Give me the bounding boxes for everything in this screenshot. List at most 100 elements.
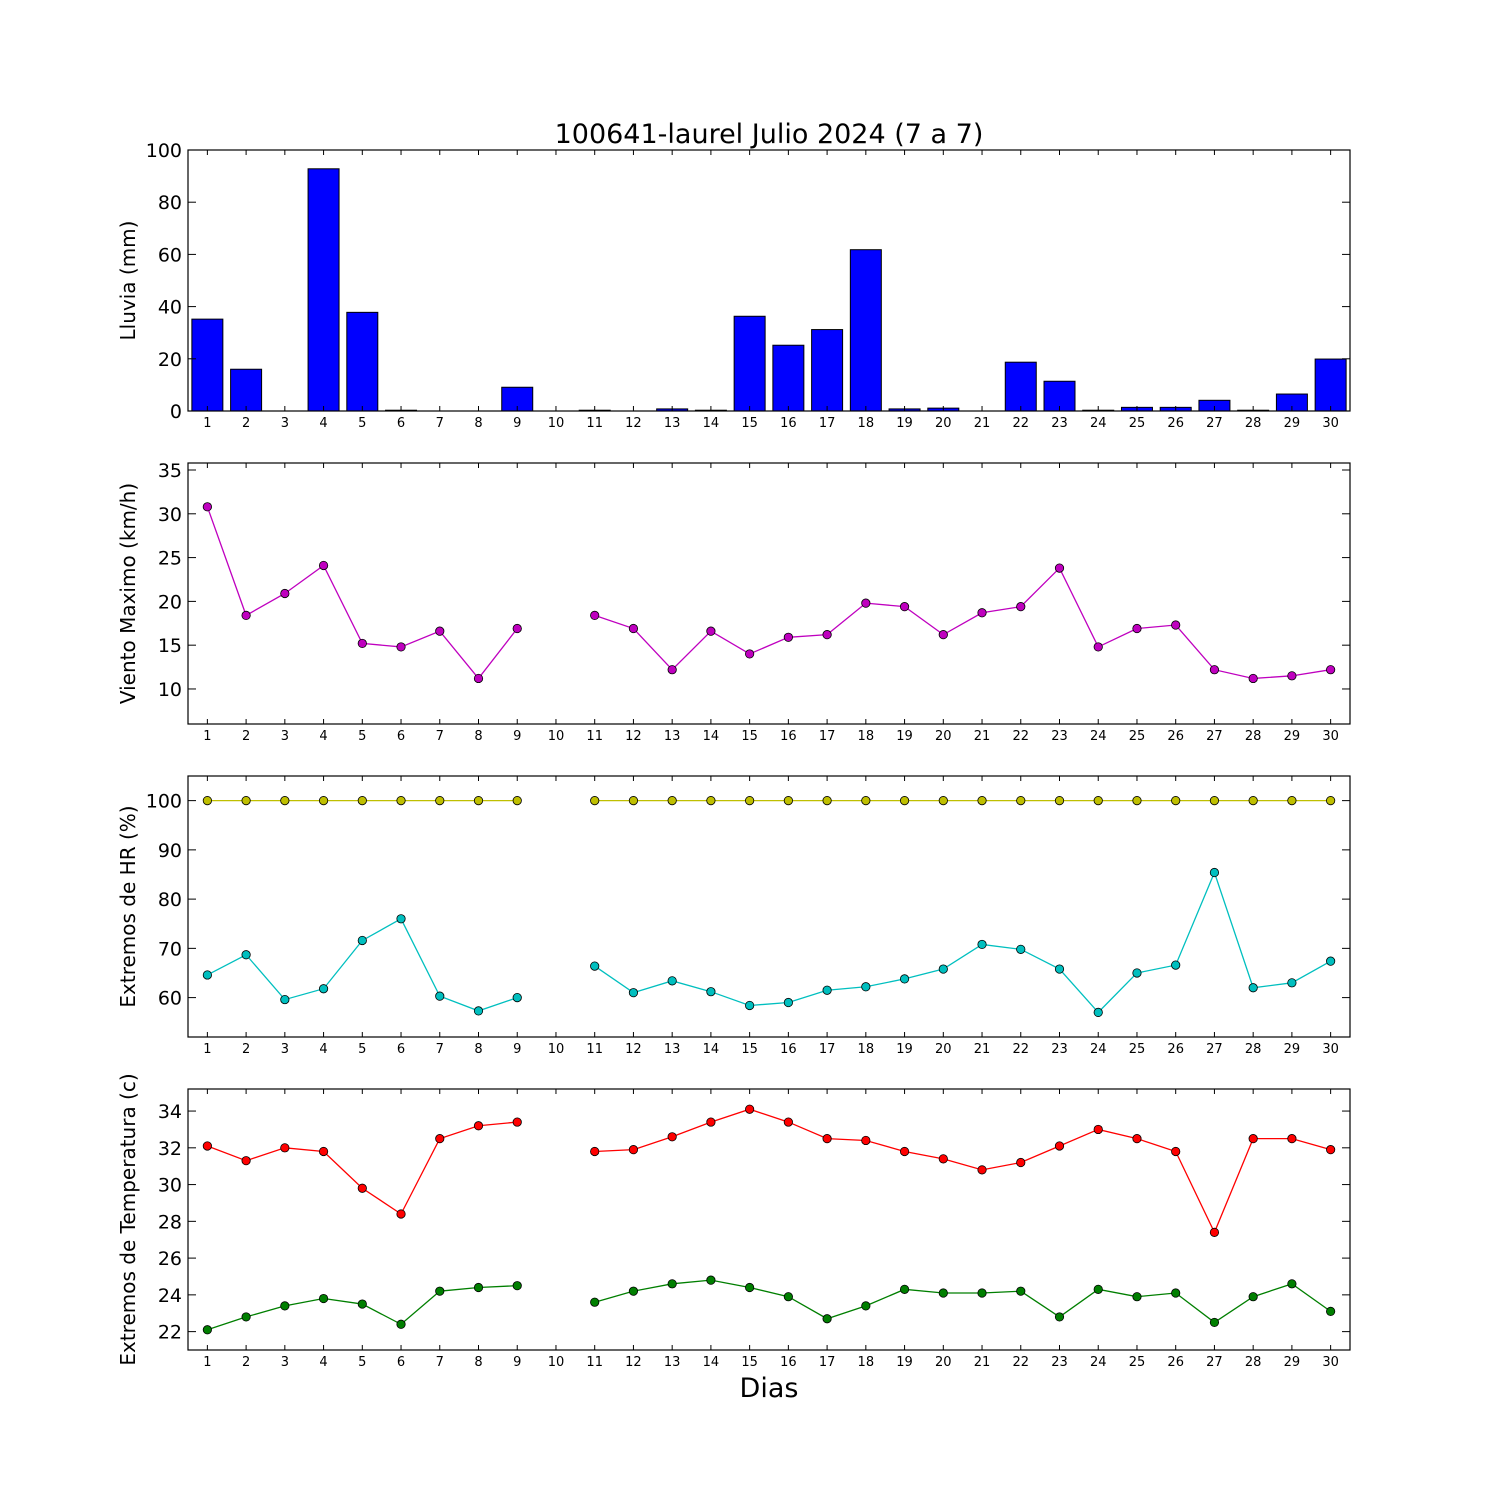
bar xyxy=(346,311,379,412)
data-point xyxy=(1248,673,1258,684)
x-tick-label: 26 xyxy=(1167,416,1184,431)
x-tick-label: 9 xyxy=(513,1042,521,1057)
x-tick-label: 24 xyxy=(1090,1042,1107,1057)
data-point xyxy=(706,987,716,997)
x-tick-label: 29 xyxy=(1284,416,1301,431)
y-tick-label: 20 xyxy=(158,591,182,613)
data-point xyxy=(1326,796,1336,806)
x-tick-label: 23 xyxy=(1051,416,1068,431)
data-point xyxy=(473,796,484,806)
data-point xyxy=(667,796,677,806)
data-point xyxy=(938,630,948,640)
x-tick-label: 27 xyxy=(1206,1355,1223,1370)
x-tick-label: 26 xyxy=(1167,729,1184,744)
x-tick-label: 17 xyxy=(819,1042,836,1057)
x-tick-label: 27 xyxy=(1206,416,1223,431)
x-tick-label: 16 xyxy=(780,1042,797,1057)
data-point xyxy=(861,982,871,992)
data-point xyxy=(473,673,484,684)
y-tick-label: 80 xyxy=(158,889,182,911)
data-point xyxy=(1093,796,1103,806)
data-point xyxy=(357,796,367,806)
x-tick-label: 7 xyxy=(436,1042,444,1057)
data-point xyxy=(241,1156,251,1166)
x-tick-label: 18 xyxy=(858,729,875,744)
data-point xyxy=(861,598,871,608)
bar xyxy=(230,368,263,412)
data-point xyxy=(1171,620,1181,630)
y-tick-label: 35 xyxy=(158,460,182,482)
x-tick-label: 19 xyxy=(896,1355,913,1370)
bar xyxy=(849,249,882,412)
x-tick-label: 13 xyxy=(664,416,681,431)
data-point xyxy=(783,796,793,806)
x-tick-label: 30 xyxy=(1322,729,1339,744)
data-point xyxy=(706,626,716,636)
data-point xyxy=(512,992,522,1003)
y-tick-label: 80 xyxy=(158,192,182,214)
x-tick-label: 12 xyxy=(625,416,642,431)
x-tick-label: 5 xyxy=(358,1042,366,1057)
x-tick-label: 6 xyxy=(397,729,405,744)
x-tick-label: 16 xyxy=(780,1355,797,1370)
chart-panel: 1 2 3 4 5 6 7 8 9 10 11 12 13 14 15 16 17 18 19 20 21 22 23 24 2… xyxy=(116,140,1351,431)
x-axis-label: Dias xyxy=(740,1373,799,1404)
x-tick-label: 5 xyxy=(358,1355,366,1370)
x-tick-label: 25 xyxy=(1129,1042,1146,1057)
x-tick-label: 3 xyxy=(281,1355,289,1370)
x-tick-label: 27 xyxy=(1206,729,1223,744)
x-tick-label: 30 xyxy=(1322,1042,1339,1057)
x-tick-label: 9 xyxy=(513,1355,521,1370)
x-tick-label: 4 xyxy=(319,416,327,431)
x-tick-label: 22 xyxy=(1012,1042,1029,1057)
data-point xyxy=(745,1000,755,1011)
x-tick-label: 7 xyxy=(436,416,444,431)
data-point xyxy=(1054,1312,1065,1322)
x-tick-label: 9 xyxy=(513,416,521,431)
x-tick-label: 8 xyxy=(474,416,482,431)
bar xyxy=(307,168,340,412)
x-tick-label: 19 xyxy=(896,416,913,431)
data-point xyxy=(473,1121,484,1131)
data-point xyxy=(706,1275,716,1285)
data-point xyxy=(938,964,948,974)
data-point xyxy=(783,1292,793,1302)
x-tick-label: 22 xyxy=(1012,416,1029,431)
data-point xyxy=(396,642,406,652)
data-point xyxy=(590,1146,600,1157)
data-point xyxy=(1209,867,1220,878)
data-point xyxy=(280,588,290,599)
data-point xyxy=(435,1286,445,1296)
y-tick-label: 100 xyxy=(146,791,182,813)
x-tick-label: 3 xyxy=(281,729,289,744)
y-tick-label: 20 xyxy=(158,349,182,371)
x-tick-label: 2 xyxy=(242,1042,250,1057)
data-point xyxy=(241,950,251,960)
data-point xyxy=(280,994,290,1005)
x-tick-label: 15 xyxy=(741,1042,758,1057)
y-tick-label: 24 xyxy=(158,1285,182,1307)
data-point xyxy=(822,1314,832,1324)
data-point xyxy=(512,623,522,634)
data-point xyxy=(473,1282,484,1293)
data-point xyxy=(318,560,329,571)
data-point xyxy=(590,961,600,971)
bar xyxy=(1314,358,1347,412)
x-tick-label: 20 xyxy=(935,1042,952,1057)
x-tick-label: 9 xyxy=(513,729,521,744)
x-tick-label: 25 xyxy=(1129,729,1146,744)
data-point xyxy=(861,796,871,806)
y-tick-label: 28 xyxy=(158,1211,182,1233)
data-point xyxy=(1093,1284,1103,1294)
x-tick-label: 22 xyxy=(1012,1355,1029,1370)
data-point xyxy=(977,608,987,618)
data-point xyxy=(899,1284,910,1294)
data-point xyxy=(590,1297,600,1307)
x-tick-label: 24 xyxy=(1090,1355,1107,1370)
data-point xyxy=(1209,796,1220,806)
data-point xyxy=(1171,960,1181,970)
y-tick-label: 10 xyxy=(158,679,182,701)
series-line xyxy=(207,917,518,1012)
y-tick-label: 34 xyxy=(158,1101,182,1123)
y-tick-label: 70 xyxy=(158,938,182,960)
